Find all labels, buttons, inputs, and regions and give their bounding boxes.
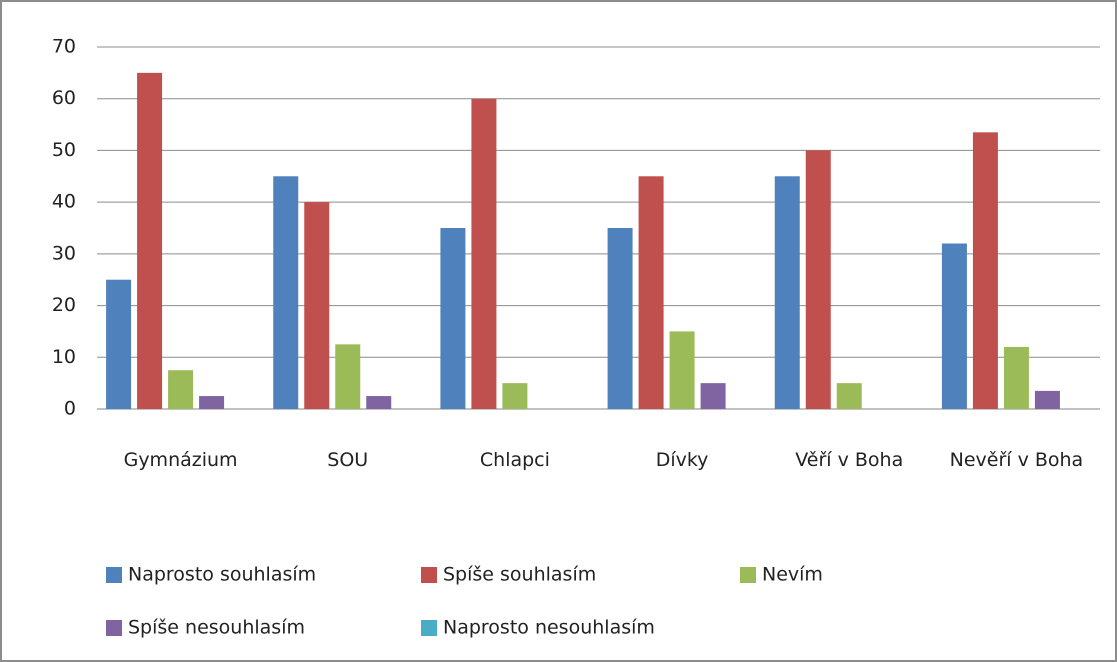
legend-swatch <box>106 620 122 636</box>
bar <box>168 370 194 409</box>
bar <box>607 228 633 409</box>
legend-swatch <box>740 567 756 583</box>
x-tick-label: SOU <box>327 449 369 471</box>
bar <box>805 150 831 409</box>
legend-label: Naprosto souhlasím <box>128 564 316 586</box>
legend-swatch <box>421 567 437 583</box>
bar <box>700 383 726 409</box>
legend-label: Naprosto nesouhlasím <box>443 617 655 639</box>
bar <box>304 202 330 409</box>
bar <box>106 279 132 409</box>
y-tick-label: 10 <box>52 346 76 368</box>
legend-swatch <box>421 620 437 636</box>
bar <box>199 396 225 409</box>
bar <box>638 176 664 409</box>
legend-label: Spíše souhlasím <box>443 564 596 586</box>
x-tick-label: Nevěří v Boha <box>949 449 1084 471</box>
bar <box>137 72 163 409</box>
bar <box>836 383 862 409</box>
legend-label: Spíše nesouhlasím <box>128 617 305 639</box>
bar <box>774 176 800 409</box>
x-tick-label: Gymnázium <box>123 449 238 471</box>
bar <box>366 396 392 409</box>
y-tick-label: 50 <box>52 139 76 161</box>
x-tick-label: Chlapci <box>479 449 550 471</box>
bar <box>502 383 528 409</box>
x-tick-label: Věří v Boha <box>795 449 904 471</box>
bar <box>669 331 695 409</box>
x-tick-label: Dívky <box>655 449 709 471</box>
bar <box>440 228 466 409</box>
bar <box>335 344 361 409</box>
y-tick-label: 30 <box>52 242 76 264</box>
bar <box>1034 390 1060 409</box>
y-tick-label: 70 <box>52 36 76 58</box>
bar <box>1003 346 1029 409</box>
y-tick-label: 20 <box>52 294 76 316</box>
y-tick-label: 0 <box>64 398 76 420</box>
bar <box>941 243 967 409</box>
legend-label: Nevím <box>762 564 823 586</box>
bar <box>273 176 299 409</box>
legend-swatch <box>106 567 122 583</box>
bar <box>972 132 998 410</box>
bar <box>471 98 497 409</box>
y-tick-label: 60 <box>52 87 76 109</box>
y-tick-label: 40 <box>52 191 76 213</box>
